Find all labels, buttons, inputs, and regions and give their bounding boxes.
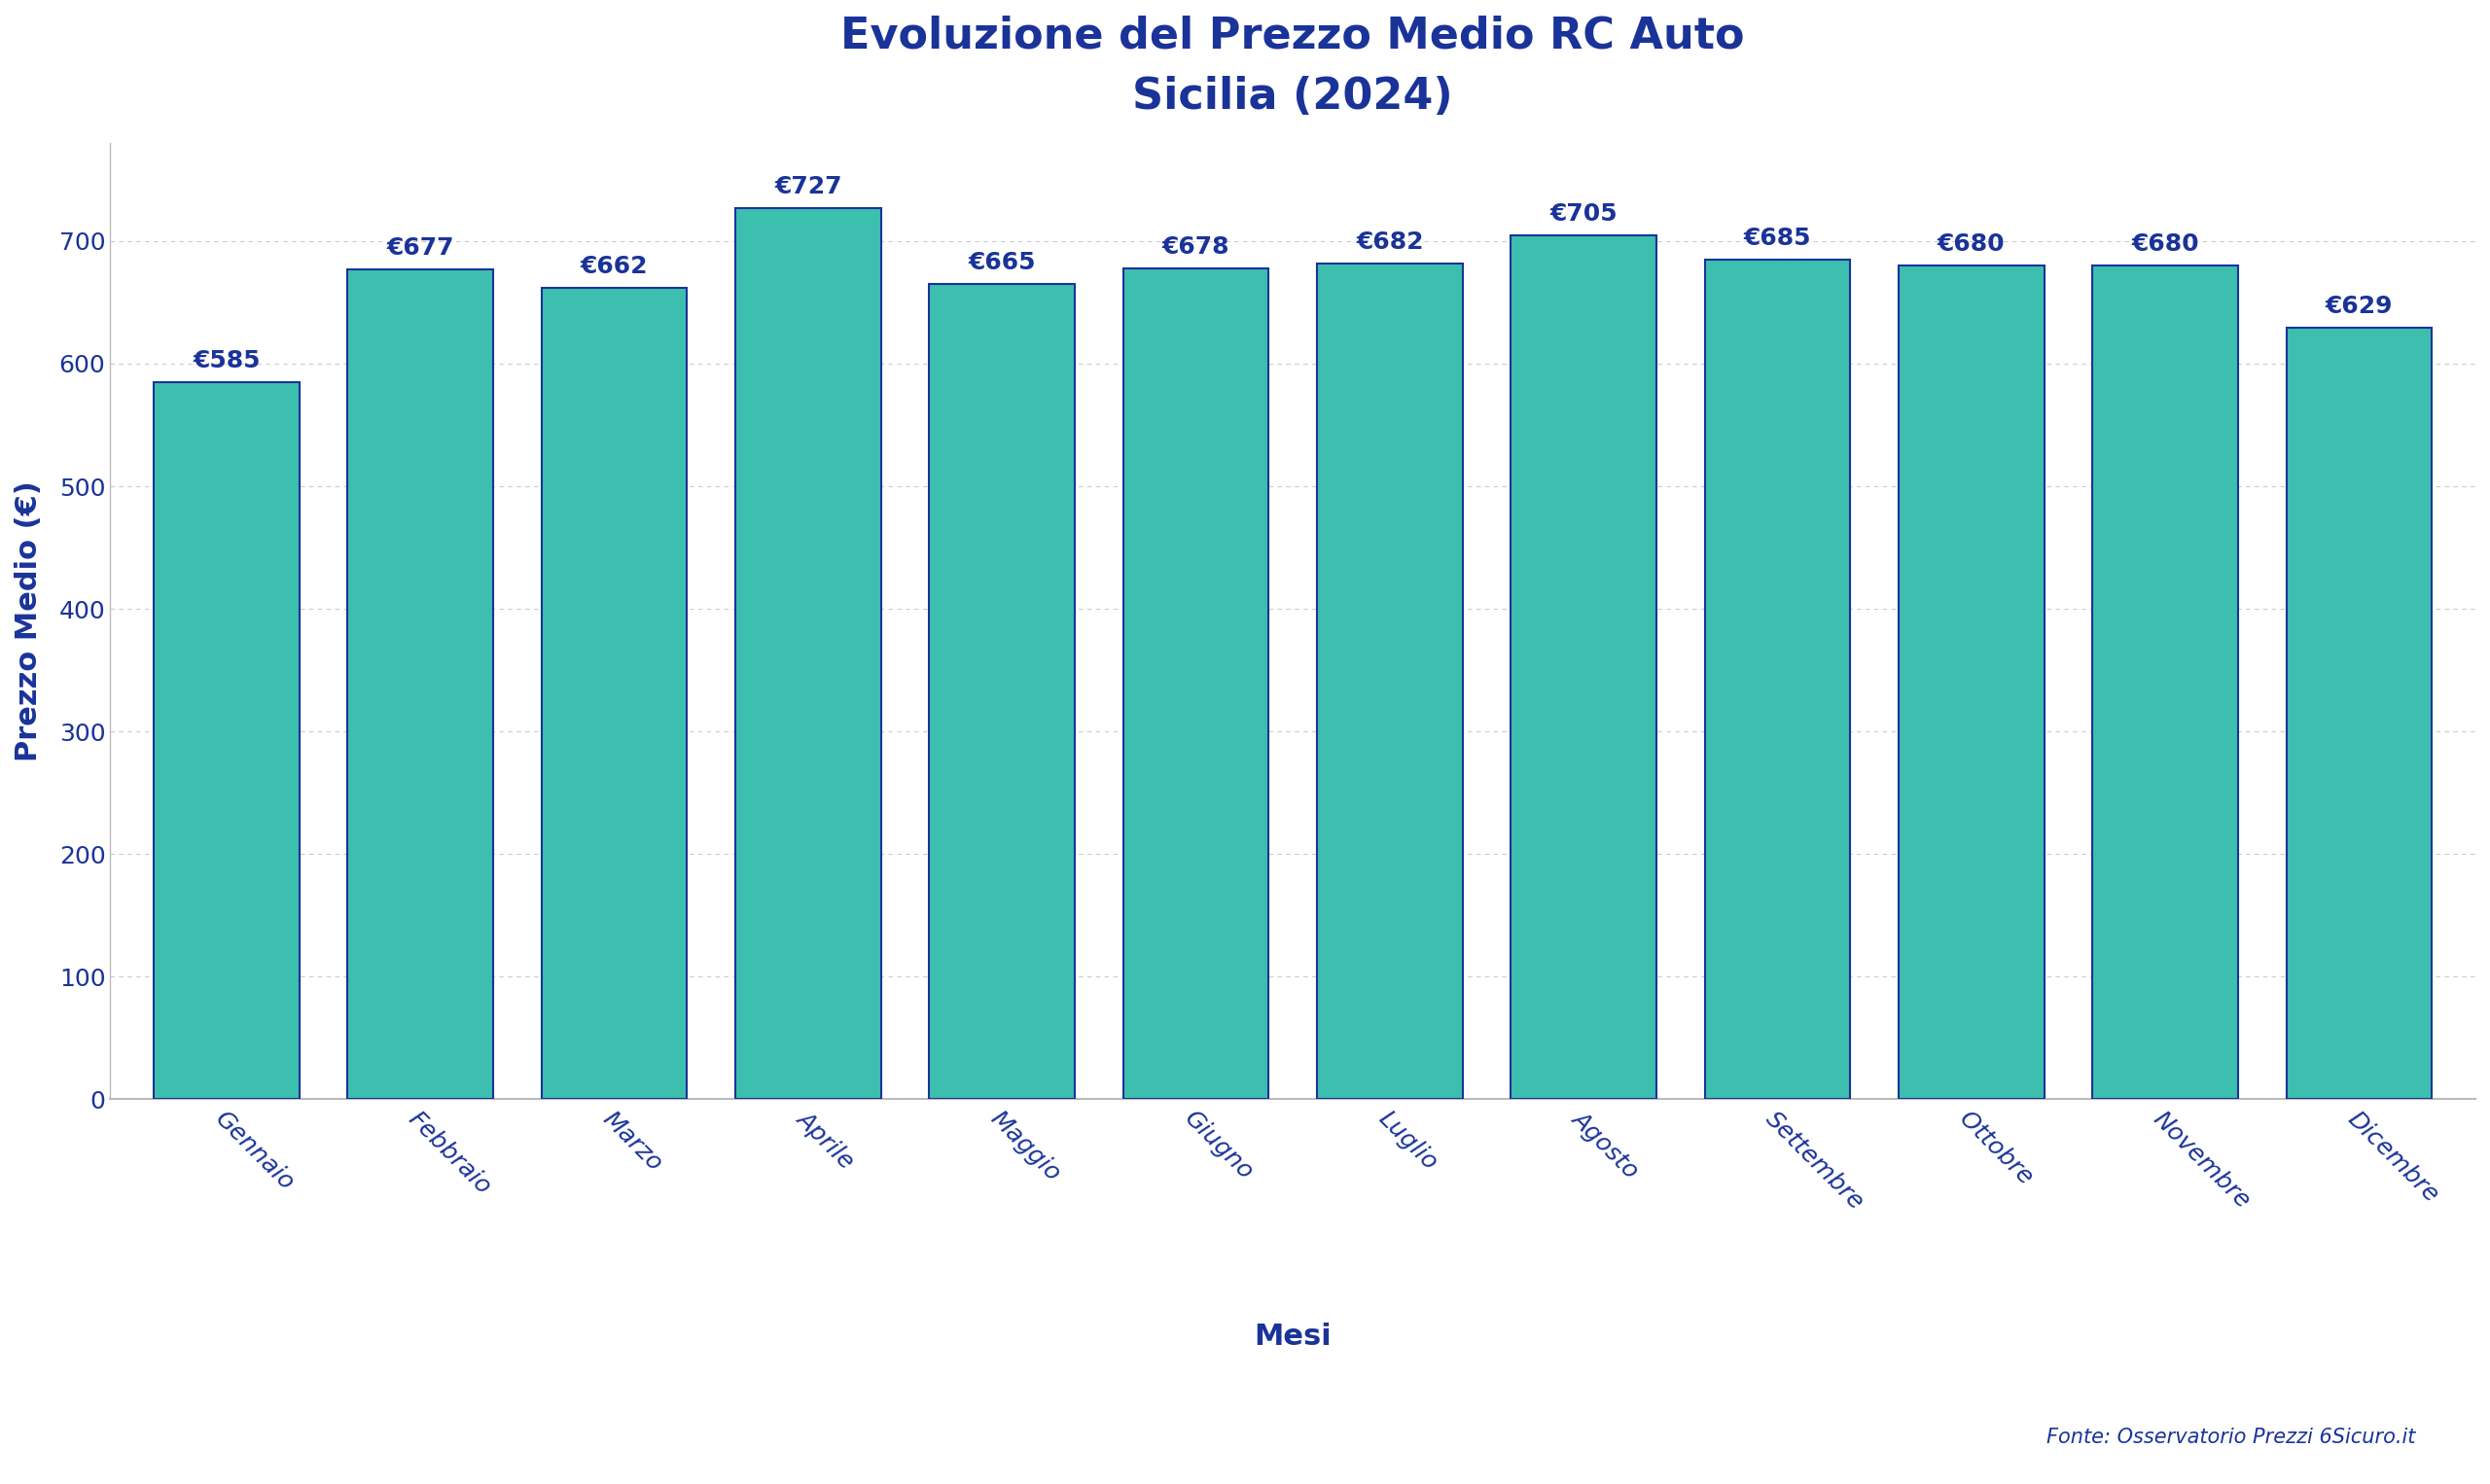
Text: €685: €685 (1743, 227, 1810, 249)
Text: €727: €727 (774, 175, 842, 199)
Text: €705: €705 (1549, 202, 1618, 226)
Text: €662: €662 (580, 255, 647, 278)
Text: €680: €680 (2131, 233, 2199, 255)
Bar (1511, 234, 1656, 1100)
Bar (154, 381, 299, 1100)
Text: €629: €629 (2326, 295, 2393, 319)
Bar (1900, 266, 2044, 1100)
Bar (735, 208, 881, 1100)
Y-axis label: Prezzo Medio (€): Prezzo Medio (€) (15, 481, 42, 761)
Bar (1317, 263, 1462, 1100)
Title: Evoluzione del Prezzo Medio RC Auto
Sicilia (2024): Evoluzione del Prezzo Medio RC Auto Sici… (842, 15, 1745, 119)
Text: €665: €665 (969, 251, 1036, 275)
Bar (349, 269, 493, 1100)
Bar (1123, 269, 1267, 1100)
Text: €680: €680 (1937, 233, 2004, 255)
Bar (2286, 328, 2433, 1100)
Bar (1706, 260, 1850, 1100)
Text: €678: €678 (1163, 234, 1230, 258)
X-axis label: Mesi: Mesi (1255, 1322, 1332, 1350)
Text: €677: €677 (386, 236, 453, 260)
Bar (540, 288, 687, 1100)
Text: €682: €682 (1357, 230, 1424, 254)
Text: €585: €585 (192, 349, 261, 372)
Text: Fonte: Osservatorio Prezzi 6Sicuro.it: Fonte: Osservatorio Prezzi 6Sicuro.it (2047, 1428, 2415, 1447)
Bar (2092, 266, 2239, 1100)
Bar (929, 283, 1076, 1100)
